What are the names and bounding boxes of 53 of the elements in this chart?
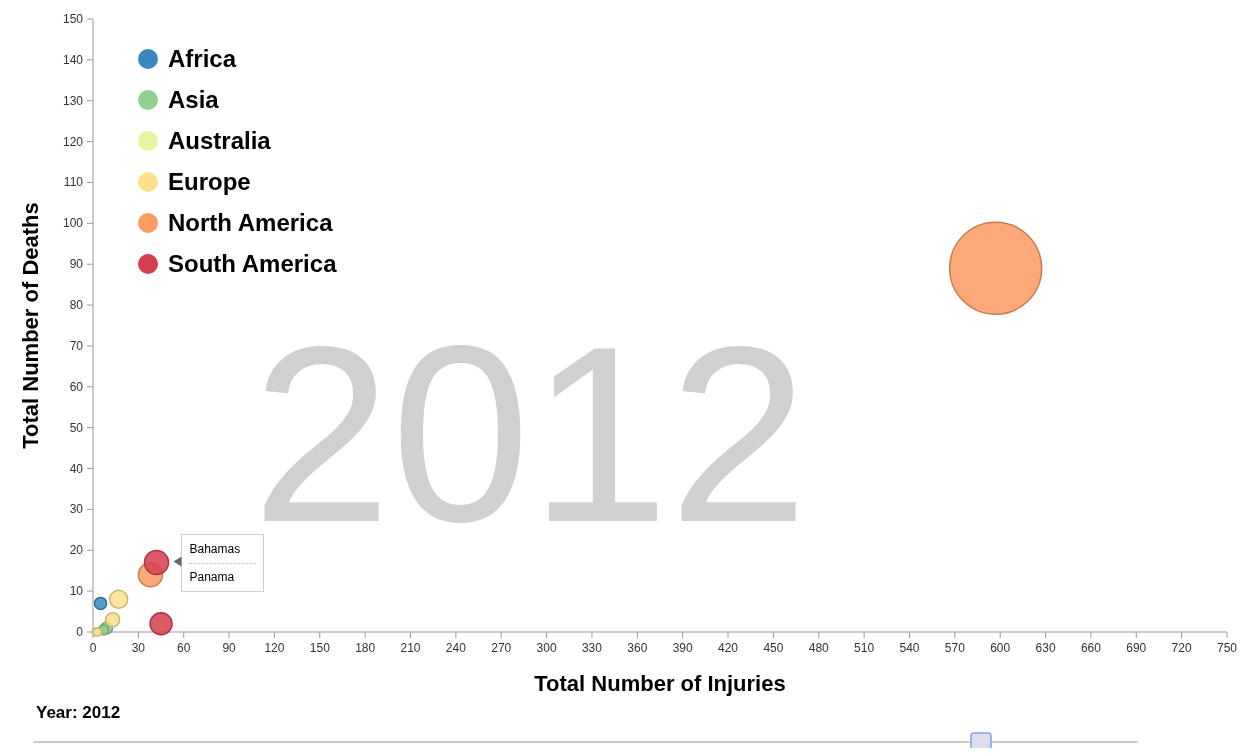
x-tick-label: 660: [1080, 641, 1102, 655]
x-tick-label: 30: [131, 641, 146, 655]
x-tick-label: 210: [400, 641, 421, 655]
y-tick-label: 60: [69, 379, 84, 394]
legend-label: South America: [168, 250, 338, 277]
x-tick-label: 390: [672, 641, 694, 655]
x-tick-label: 630: [1035, 641, 1056, 655]
y-tick-label: 50: [69, 420, 84, 435]
legend-label: Asia: [168, 86, 220, 113]
x-tick-label: 180: [355, 641, 376, 655]
x-tick-label: 720: [1171, 641, 1192, 655]
y-tick-label: 150: [62, 12, 84, 26]
y-tick-label: 30: [69, 502, 84, 517]
x-tick-label: 690: [1126, 641, 1147, 655]
x-tick-label: 450: [763, 641, 784, 655]
x-tick-label: 150: [309, 641, 331, 655]
y-tick-label: 40: [69, 461, 84, 476]
x-tick-label: 420: [718, 641, 739, 655]
x-tick-label: 750: [1216, 641, 1238, 655]
y-tick-label: 100: [62, 216, 84, 231]
annotation: Panama: [189, 569, 235, 584]
x-tick-label: 120: [264, 641, 285, 655]
y-tick-label: 10: [69, 584, 84, 599]
legend-label: Australia: [168, 127, 272, 154]
x-tick-label: 360: [627, 641, 648, 655]
y-tick-label: 140: [62, 52, 84, 67]
legend-label: Africa: [168, 45, 237, 72]
x-tick-label: 510: [854, 641, 875, 655]
y-tick-label: 90: [69, 257, 84, 272]
y-axis-title: Total Number of Deaths: [18, 202, 43, 449]
y-tick-label: 120: [62, 134, 84, 149]
x-tick-label: 240: [445, 641, 467, 655]
legend-label: North America: [168, 209, 334, 236]
x-tick-label: 480: [808, 641, 830, 655]
y-tick-label: 80: [69, 298, 84, 313]
x-tick-label: 540: [899, 641, 920, 655]
x-tick-label: 330: [581, 641, 603, 655]
y-tick-label: 0: [76, 625, 84, 639]
y-tick-label: 70: [69, 338, 84, 353]
x-axis-title: Total Number of Injuries: [534, 671, 786, 696]
text: Year: 2012: [36, 703, 121, 722]
x-tick-label: 60: [177, 641, 191, 655]
y-tick-label: 110: [63, 175, 84, 190]
x-tick-label: 270: [491, 641, 512, 655]
x-tick-label: 90: [222, 641, 237, 655]
x-tick-label: 0: [89, 641, 97, 655]
y-tick-label: 20: [69, 543, 84, 558]
legend-label: Europe: [168, 168, 251, 195]
x-tick-label: 300: [536, 641, 557, 655]
x-tick-label: 600: [990, 641, 1011, 655]
y-tick-label: 130: [62, 93, 84, 108]
x-tick-label: 570: [944, 641, 966, 655]
annotation: Bahamas: [189, 541, 241, 556]
